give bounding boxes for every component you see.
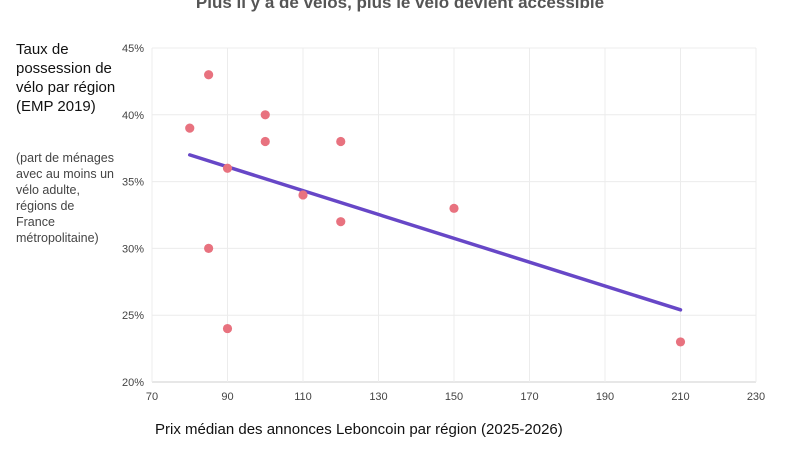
y-tick-label: 20%: [122, 377, 144, 389]
x-tick-label: 190: [596, 391, 614, 403]
chart-title: Plus il y a de vélos, plus le vélo devie…: [195, 0, 605, 12]
data-point: [449, 203, 459, 213]
data-point: [260, 110, 270, 120]
data-point: [336, 136, 346, 147]
y-tick-label: 25%: [122, 310, 144, 322]
x-axis-label: Prix médian des annonces Leboncoin par r…: [155, 421, 563, 438]
y-tick-label: 35%: [122, 177, 144, 189]
x-tick-label: 210: [671, 391, 689, 403]
data-point: [204, 243, 214, 253]
y-tick-label: 45%: [122, 43, 144, 55]
x-tick-label: 170: [520, 391, 538, 403]
trend-line: [188, 153, 683, 312]
y-tick-label: 30%: [122, 243, 144, 255]
x-tick-label: 230: [747, 391, 765, 403]
data-point: [336, 217, 346, 227]
data-point: [222, 323, 233, 334]
y-tick-labels: 20% 25% 30% 35% 40% 45%: [122, 43, 144, 389]
data-points: [185, 70, 686, 347]
y-axis-note: (part de ménages avec au moins un vélo a…: [16, 151, 114, 245]
x-tick-labels: 70 90 110 130 150 170 190 210 230: [146, 391, 765, 403]
grid-lines: [151, 47, 757, 383]
trend-line-group: [188, 153, 683, 312]
data-point: [298, 190, 308, 200]
data-point: [185, 123, 195, 133]
data-point: [204, 70, 214, 80]
data-point: [675, 337, 686, 347]
y-axis-label: Taux de possession de vélo par région (E…: [16, 41, 116, 115]
y-tick-label: 40%: [122, 110, 144, 122]
x-tick-label: 110: [294, 391, 312, 403]
x-tick-label: 70: [146, 391, 158, 403]
data-point: [222, 163, 233, 173]
data-point: [260, 136, 270, 147]
x-tick-label: 130: [369, 391, 387, 403]
x-tick-label: 150: [445, 391, 463, 403]
x-tick-label: 90: [221, 391, 233, 403]
